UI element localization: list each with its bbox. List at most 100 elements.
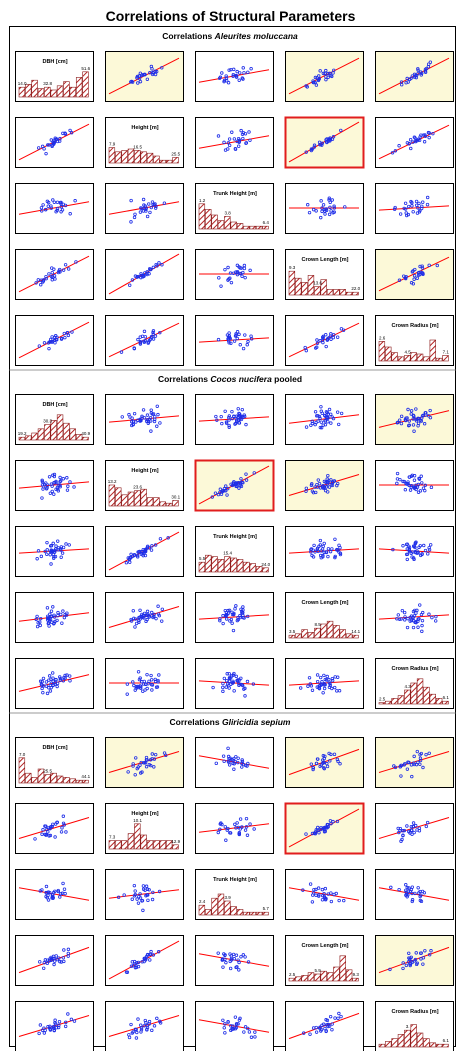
- histogram-bar: [379, 703, 385, 704]
- histogram-value-label: 44.1: [81, 774, 90, 779]
- histogram-bar: [385, 347, 391, 361]
- histogram-value-label: 2.6: [379, 335, 386, 340]
- histogram-bar: [392, 353, 398, 361]
- histogram-bar: [212, 215, 218, 229]
- histogram-bar: [321, 624, 327, 638]
- histogram-5-5: Crown Radius [m]2.64.5 7.1: [376, 316, 454, 366]
- histogram-bar: [212, 898, 218, 915]
- histogram-bar: [231, 222, 237, 229]
- histogram-bar: [404, 355, 410, 361]
- scatter-cell-3-2: [106, 184, 184, 234]
- section-title: Correlations Cocos nucifera pooled: [158, 374, 302, 384]
- histogram-bar: [109, 485, 115, 506]
- scatter-cell-4-3: [196, 936, 274, 986]
- histogram-bar: [109, 841, 115, 849]
- histogram-value-label: 5.7: [263, 906, 270, 911]
- histogram-bar: [263, 568, 269, 572]
- histogram-bar: [308, 632, 314, 638]
- histogram-bar: [160, 841, 166, 849]
- histogram-bar: [147, 498, 153, 506]
- histogram-value-label: 25.5: [171, 151, 180, 156]
- histogram-bar: [147, 153, 153, 163]
- histogram-bar: [379, 341, 385, 361]
- histogram-bar: [430, 694, 436, 704]
- histogram-bar: [32, 433, 38, 440]
- scatter-cell-4-1: [16, 936, 94, 986]
- section-title: Correlations Gliricidia sepium: [170, 717, 291, 727]
- histogram-bar: [314, 974, 320, 981]
- histogram-value-label: 10.1: [133, 818, 142, 823]
- histogram-bar: [44, 87, 50, 97]
- histogram-bar: [256, 566, 262, 572]
- histogram-bar: [392, 698, 398, 704]
- histogram-bar: [64, 777, 70, 783]
- histogram-bar: [417, 679, 423, 704]
- histogram-bar: [199, 204, 205, 229]
- histogram-bar: [398, 357, 404, 361]
- histogram-bar: [115, 488, 121, 506]
- histogram-value-label: 8.5: [315, 622, 322, 627]
- histogram-value-label: 16.5: [133, 144, 142, 149]
- histogram-1-1: DBH [cm]14.0 32.851.6: [16, 52, 94, 102]
- histogram-bar: [70, 429, 76, 440]
- histogram-value-label: 6.4: [263, 220, 270, 225]
- scatter-cell-5-2: [106, 659, 184, 709]
- scatter-cell-1-3: [196, 738, 274, 788]
- histogram-bar: [327, 289, 333, 295]
- histogram-bar: [154, 156, 160, 163]
- histogram-title: Trunk Height [m]: [213, 191, 257, 197]
- histogram-bar: [128, 149, 134, 163]
- scatter-cell-4-2: [106, 936, 184, 986]
- histogram-bar: [295, 634, 301, 638]
- scatter-cell-4-3: [196, 593, 274, 643]
- histogram-bar: [436, 358, 442, 361]
- histogram-value-label: 14.1: [351, 629, 360, 634]
- scatter-cell-5-4: [286, 659, 364, 709]
- scatter-cell-2-4: [286, 461, 364, 511]
- histogram-bar: [224, 901, 230, 915]
- histogram-bar: [443, 1044, 449, 1047]
- histogram-bar: [212, 557, 218, 572]
- histogram-bar: [25, 84, 31, 97]
- histogram-title: Crown Radius [m]: [391, 1009, 438, 1015]
- histogram-5-5: Crown Radius [m] 3. 6.1: [376, 1002, 454, 1051]
- histogram-title: Height [m]: [131, 468, 158, 474]
- histogram-value-label: 3.8: [225, 210, 232, 215]
- histogram-title: DBH [cm]: [42, 402, 67, 408]
- histogram-value-label: 24.0: [261, 562, 270, 567]
- histogram-bar: [379, 1044, 385, 1047]
- histogram-value-label: 2.4: [199, 899, 206, 904]
- histogram-bar: [218, 894, 224, 915]
- histogram-bar: [134, 824, 140, 849]
- histogram-bar: [51, 90, 57, 97]
- histogram-bar: [205, 555, 211, 572]
- histogram-bar: [141, 835, 147, 849]
- histogram-bar: [436, 1044, 442, 1047]
- histogram-4-4: Crown Length [m]3.58.514.1: [286, 593, 364, 643]
- scatter-cell-4-5: [376, 593, 454, 643]
- scatter-cell-2-3: [196, 118, 274, 168]
- histogram-bar: [334, 967, 340, 981]
- scatter-cell-4-3: [196, 250, 274, 300]
- histogram-bar: [122, 841, 128, 849]
- scatter-cell-4-5: [376, 936, 454, 986]
- scatter-cell-2-3: [196, 804, 274, 854]
- histogram-value-label: 51.6: [81, 66, 90, 71]
- histogram-bar: [404, 690, 410, 704]
- histogram-bar: [38, 429, 44, 440]
- histogram-value-label: 19.2: [18, 431, 27, 436]
- histogram-bar: [115, 152, 121, 163]
- histogram-value-label: 7.3: [109, 835, 116, 840]
- scatter-cell-2-1: [16, 804, 94, 854]
- scatter-cell-3-4: [286, 184, 364, 234]
- histogram-bar: [218, 221, 224, 229]
- histogram-bar: [64, 82, 70, 97]
- histogram-bar: [122, 495, 128, 506]
- scatter-cell-2-1: [16, 461, 94, 511]
- histogram-bar: [173, 157, 179, 163]
- histogram-value-label: 9.3: [289, 265, 296, 270]
- histogram-bar: [141, 152, 147, 163]
- scatter-cell-3-2: [106, 870, 184, 920]
- histogram-bar: [302, 282, 308, 295]
